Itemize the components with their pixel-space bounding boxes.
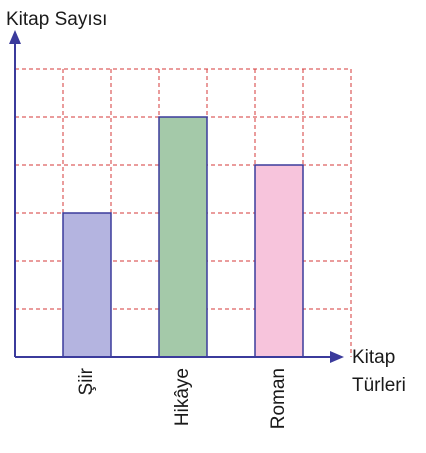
x-axis-label: Kitap (352, 347, 395, 368)
x-tick-label: Şiir (76, 367, 97, 395)
y-axis-label: Kitap Sayısı (6, 9, 107, 30)
x-tick-label: Hikâye (172, 368, 193, 426)
x-axis-arrow (330, 351, 344, 363)
x-tick-label: Roman (268, 368, 289, 429)
x-axis-label: Türleri (352, 375, 406, 396)
y-axis-arrow (9, 30, 21, 44)
bar (62, 212, 112, 358)
bar (254, 164, 304, 358)
bar (158, 116, 208, 358)
